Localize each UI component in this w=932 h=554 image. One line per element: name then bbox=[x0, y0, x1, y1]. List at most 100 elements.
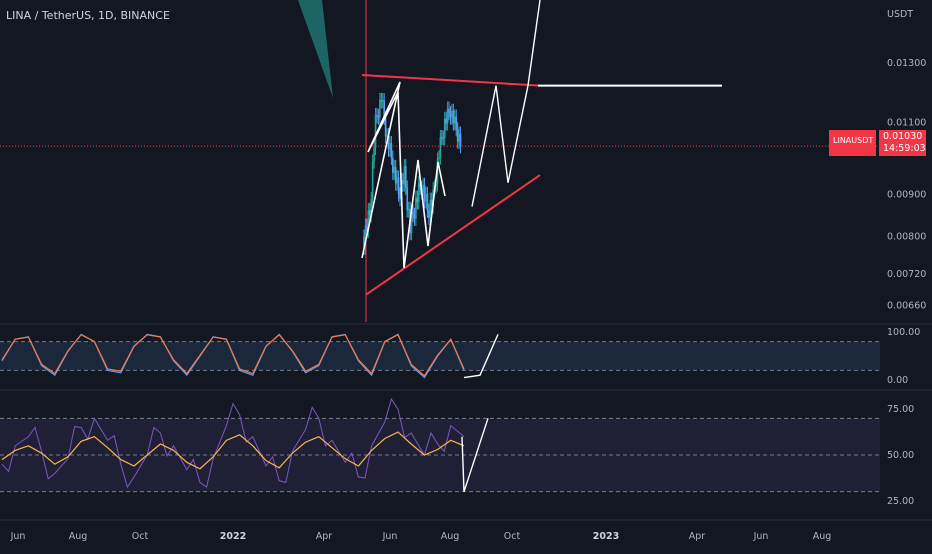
time-axis-label: Oct bbox=[504, 531, 521, 542]
candle-body bbox=[445, 118, 447, 124]
candle-body bbox=[426, 193, 429, 211]
time-axis-label: Aug bbox=[69, 531, 88, 542]
symbol-title: LINA / TetherUS, 1D, BINANCE bbox=[6, 9, 170, 22]
candle-body bbox=[368, 210, 371, 215]
candle-body bbox=[453, 116, 456, 124]
time-axis-label: Aug bbox=[813, 531, 832, 542]
candle-body bbox=[407, 208, 410, 211]
candle-body bbox=[438, 157, 440, 160]
last-price-symbol: LINAUSDT bbox=[833, 136, 874, 145]
candle-body bbox=[416, 197, 419, 203]
candle-body bbox=[417, 183, 420, 203]
candle-body bbox=[389, 143, 391, 150]
candle-body bbox=[429, 199, 432, 218]
time-axis-label: 2023 bbox=[593, 531, 619, 542]
candle-body bbox=[459, 133, 462, 147]
candle-body bbox=[386, 135, 388, 137]
candle-body bbox=[363, 236, 365, 248]
time-axis-label: Jun bbox=[382, 531, 398, 542]
candle-body bbox=[376, 114, 378, 117]
candle-body bbox=[393, 166, 396, 173]
candle-body bbox=[425, 193, 427, 202]
time-axis-label: Apr bbox=[316, 531, 333, 542]
candle-body bbox=[394, 166, 397, 184]
candle-body bbox=[455, 116, 458, 130]
time-axis-label: Oct bbox=[132, 531, 149, 542]
candle-body bbox=[423, 184, 426, 202]
candle-body bbox=[374, 114, 377, 148]
rsi-projection bbox=[461, 418, 489, 492]
candle-body bbox=[380, 99, 383, 102]
candle-body bbox=[366, 225, 368, 231]
rsi-tick-label: 50.00 bbox=[887, 450, 914, 461]
candle-body bbox=[413, 214, 416, 219]
candle-body bbox=[456, 129, 459, 142]
candle-body bbox=[373, 147, 375, 162]
candle-body bbox=[387, 135, 390, 150]
price-projection bbox=[471, 0, 541, 207]
price-tick-label: 0.00720 bbox=[887, 269, 926, 280]
candle-body bbox=[370, 199, 373, 215]
stoch-d-line bbox=[1, 333, 465, 377]
candle-body bbox=[412, 211, 414, 215]
candle-body bbox=[397, 177, 400, 195]
price-tick-label: 0.00660 bbox=[887, 300, 926, 311]
candle-body bbox=[404, 166, 407, 188]
candle-body bbox=[435, 184, 437, 187]
candle-body bbox=[396, 177, 398, 184]
candle-body bbox=[384, 117, 387, 137]
stoch-projection bbox=[463, 334, 499, 379]
stoch-tick-label: 100.00 bbox=[887, 327, 920, 338]
price-tick-label: 0.00800 bbox=[887, 232, 926, 243]
historic-wedge bbox=[298, 0, 333, 98]
rsi-tick-label: 25.00 bbox=[887, 496, 914, 507]
last-price-value: 0.01030 bbox=[883, 131, 923, 142]
candle-body bbox=[402, 180, 404, 185]
candle-body bbox=[441, 137, 443, 139]
candle-body bbox=[399, 194, 401, 200]
rsi-tick-label: 75.00 bbox=[887, 404, 914, 415]
rsi-line bbox=[1, 397, 465, 489]
candle-body bbox=[367, 210, 370, 231]
candle-body bbox=[430, 199, 433, 207]
candle-body bbox=[403, 166, 406, 185]
candle-body bbox=[381, 100, 384, 102]
candle-body bbox=[364, 225, 367, 248]
stoch-tick-label: 0.00 bbox=[887, 375, 908, 386]
rsi-ma-line bbox=[1, 431, 465, 470]
candle-body bbox=[452, 110, 455, 124]
candle-body bbox=[410, 211, 413, 233]
candle-body bbox=[439, 137, 442, 158]
candle-body bbox=[371, 161, 374, 200]
candle-body bbox=[451, 110, 453, 118]
support-line bbox=[365, 174, 541, 296]
pattern-drawing bbox=[361, 81, 446, 269]
time-axis-label: 2022 bbox=[220, 531, 246, 542]
candle-body bbox=[383, 100, 385, 118]
price-tick-label: 0.01300 bbox=[887, 58, 926, 69]
candle-body bbox=[446, 108, 449, 124]
time-axis-label: Jun bbox=[10, 531, 26, 542]
time-axis-label: Apr bbox=[689, 531, 706, 542]
candle-body bbox=[449, 113, 452, 118]
price-tick-label: 0.01100 bbox=[887, 118, 926, 129]
last-price-tag: LINAUSDT bbox=[829, 130, 876, 156]
candle-body bbox=[390, 143, 393, 158]
last-price-countdown: 14:59:03 bbox=[883, 143, 926, 154]
price-currency-label: USDT bbox=[887, 9, 913, 20]
last-price-value-tag: 0.01030 14:59:03 bbox=[879, 130, 926, 156]
candle-body bbox=[448, 108, 450, 114]
candle-body bbox=[443, 118, 446, 139]
candle-body bbox=[406, 187, 409, 211]
resistance-line bbox=[361, 74, 541, 87]
candle-body bbox=[458, 133, 460, 142]
candle-body bbox=[415, 197, 417, 219]
price-tick-label: 0.00900 bbox=[887, 189, 926, 200]
candle-body bbox=[377, 116, 380, 118]
candle-body bbox=[428, 210, 430, 218]
candle-body bbox=[422, 184, 424, 193]
candle-body bbox=[442, 137, 445, 139]
candle-body bbox=[379, 99, 381, 118]
